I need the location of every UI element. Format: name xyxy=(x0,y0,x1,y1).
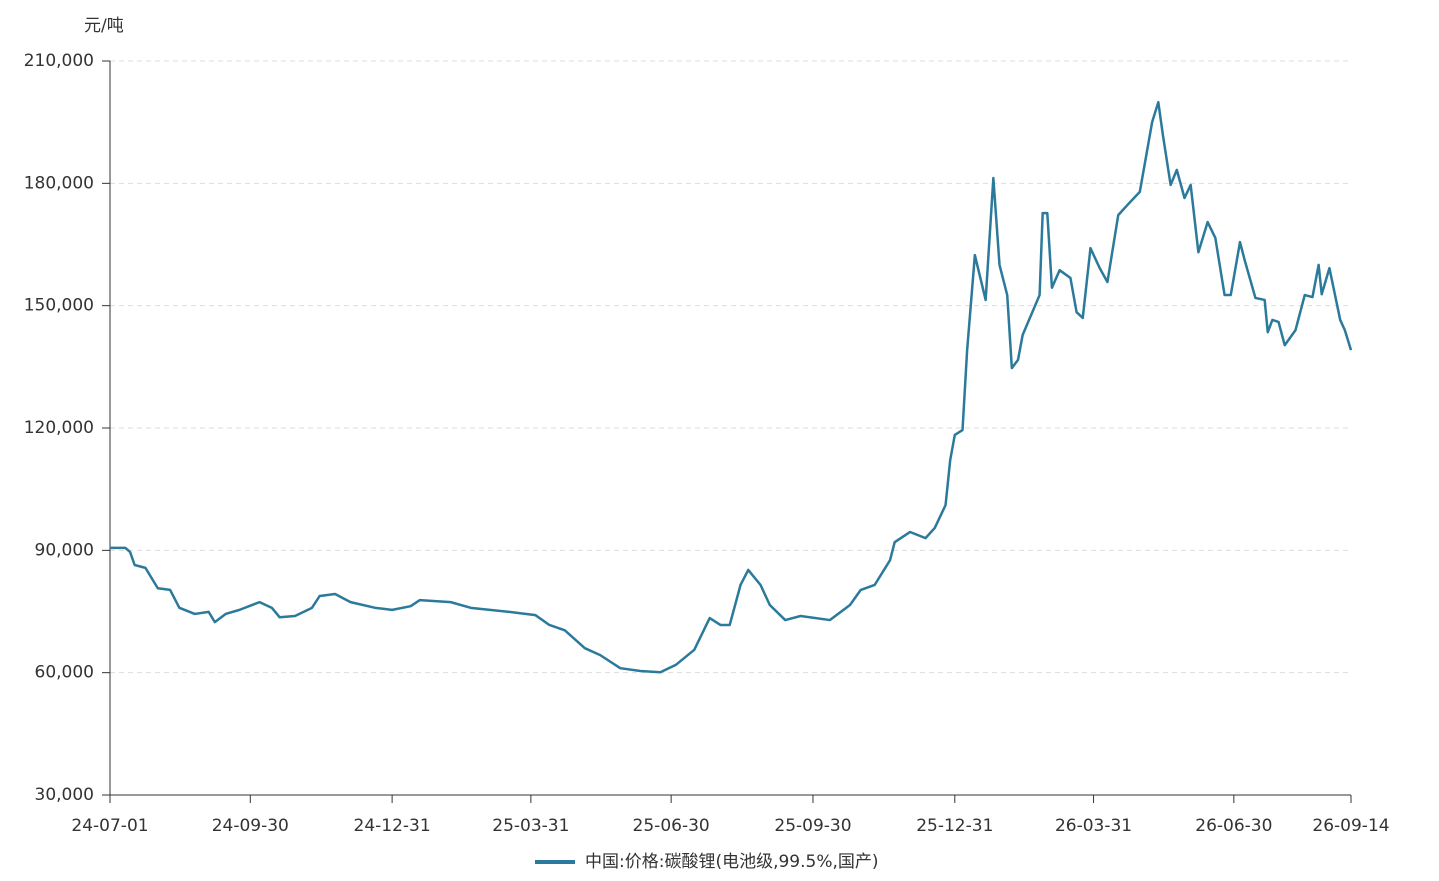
line-series xyxy=(110,100,1353,674)
y-tick-label: 30,000 xyxy=(35,785,94,805)
x-tick-label: 25-06-30 xyxy=(633,816,710,836)
y-tick-label: 180,000 xyxy=(24,173,94,193)
x-tick-label: 25-09-30 xyxy=(774,816,851,836)
y-tick-label: 150,000 xyxy=(24,296,94,316)
x-tick-label: 24-07-01 xyxy=(71,816,148,836)
x-tick-label: 25-03-31 xyxy=(492,816,569,836)
x-tick-label: 25-12-31 xyxy=(916,816,993,836)
y-tick-label: 90,000 xyxy=(35,540,94,560)
x-tick-label: 26-06-30 xyxy=(1195,816,1272,836)
y-tick-label: 120,000 xyxy=(24,418,94,438)
y-tick-label: 60,000 xyxy=(35,663,94,683)
x-tick-label: 26-09-14 xyxy=(1312,816,1389,836)
x-tick-label: 26-03-31 xyxy=(1055,816,1132,836)
x-tick-label: 24-09-30 xyxy=(212,816,289,836)
y-axis-unit: 元/吨 xyxy=(84,16,124,36)
y-tick-label: 210,000 xyxy=(24,51,94,71)
legend-label: 中国:价格:碳酸锂(电池级,99.5%,国产) xyxy=(585,852,879,872)
x-tick-label: 24-12-31 xyxy=(354,816,431,836)
